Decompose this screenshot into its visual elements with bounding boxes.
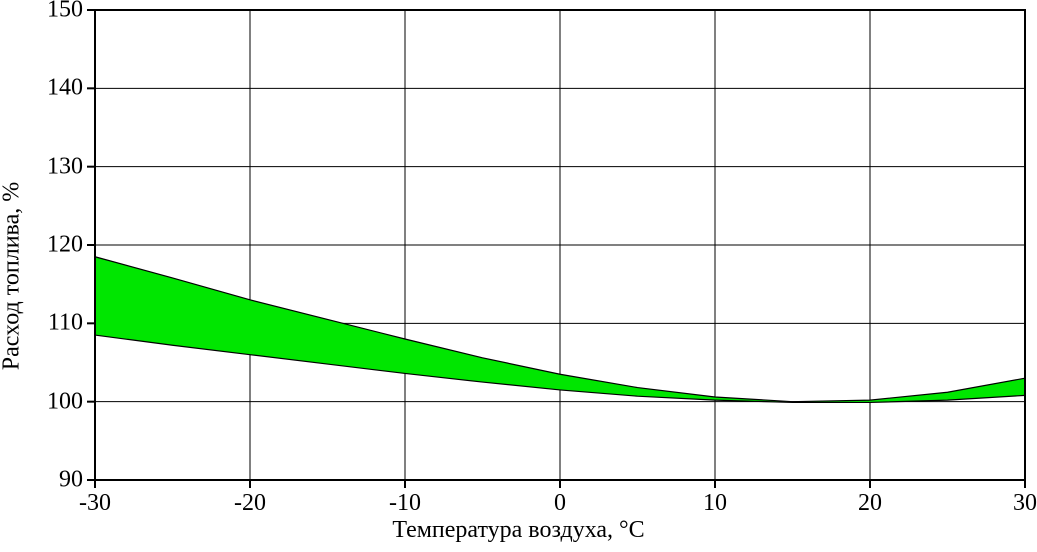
x-tick-label: 0 (554, 490, 566, 517)
y-tick-label: 120 (39, 232, 83, 259)
y-axis-label: Расход топлива, % (0, 182, 26, 370)
x-axis-label: Температура воздуха, °C (0, 517, 1037, 544)
x-tick-label: -20 (234, 490, 266, 517)
y-tick-label: 110 (39, 310, 83, 337)
chart-svg (0, 0, 1037, 552)
x-tick-label: -30 (79, 490, 111, 517)
x-tick-label: 30 (1013, 490, 1037, 517)
y-tick-label: 140 (39, 75, 83, 102)
y-tick-label: 100 (39, 388, 83, 415)
y-tick-label: 90 (39, 467, 83, 494)
x-tick-label: 20 (858, 490, 882, 517)
x-tick-label: 10 (703, 490, 727, 517)
y-tick-label: 130 (39, 153, 83, 180)
fuel-vs-temperature-chart: Расход топлива, % Температура воздуха, °… (0, 0, 1037, 552)
x-tick-label: -10 (389, 490, 421, 517)
y-tick-label: 150 (39, 0, 83, 24)
